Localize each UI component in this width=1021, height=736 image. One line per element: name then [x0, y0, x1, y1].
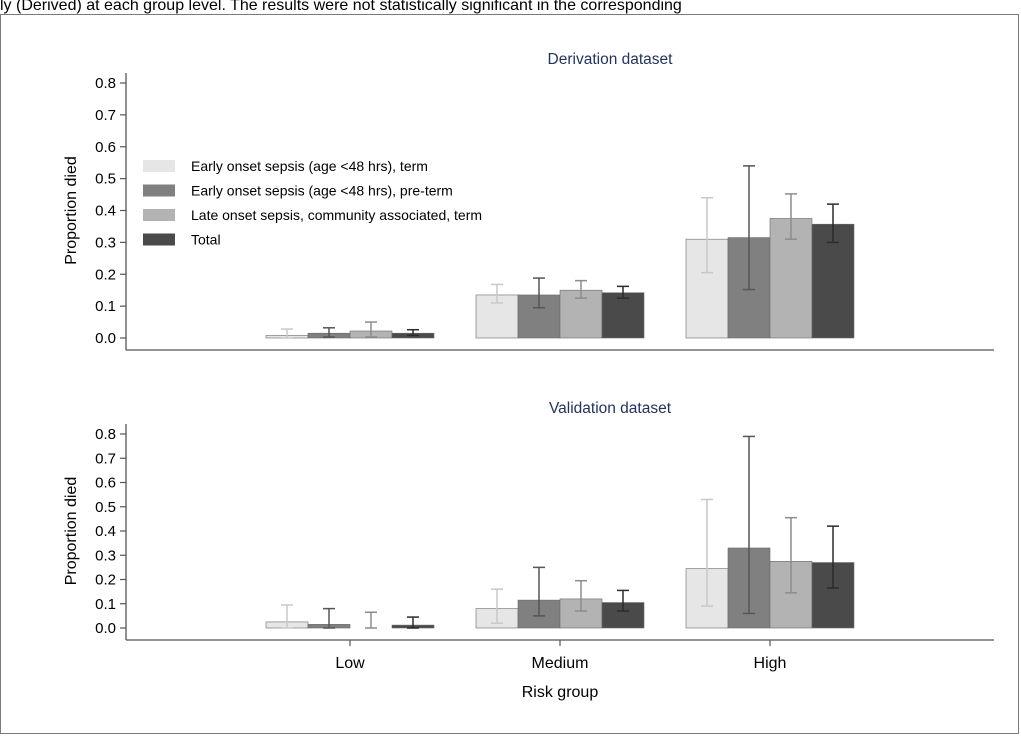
legend-swatch — [143, 160, 175, 172]
panel2-y-tick-label: 0.7 — [95, 450, 116, 467]
panel2-y-tick-label: 0.1 — [95, 596, 116, 613]
legend-label: Total — [191, 232, 221, 248]
panel1-y-tick-label: 0.1 — [95, 298, 116, 315]
panel1-y-tick-label: 0.7 — [95, 107, 116, 124]
panel2-x-tick-label: High — [754, 655, 787, 672]
panel2-y-tick-label: 0.6 — [95, 475, 116, 492]
panel2-y-tick-label: 0.8 — [95, 426, 116, 443]
panel2-x-axis-label: Risk group — [522, 684, 599, 701]
caption-fragment: ly (Derived) at each group level. The re… — [0, 0, 682, 14]
panel1-y-tick-label: 0.4 — [95, 203, 116, 220]
legend-swatch — [143, 233, 175, 246]
panel1-y-tick-label: 0.2 — [95, 266, 116, 283]
panel1-y-tick-label: 0.6 — [95, 139, 116, 156]
panel2-y-tick-label: 0.4 — [95, 523, 116, 540]
panel1-y-tick-label: 0.3 — [95, 234, 116, 251]
legend-label: Early onset sepsis (age <48 hrs), pre-te… — [191, 183, 453, 199]
legend-swatch — [143, 184, 175, 197]
panel1-bar — [475, 294, 519, 339]
panel1-y-axis-label: Proportion died — [63, 156, 80, 265]
panel2-y-axis-label: Proportion died — [63, 477, 80, 586]
legend-label: Early onset sepsis (age <48 hrs), term — [191, 158, 428, 174]
panel2-y-tick-label: 0.2 — [95, 572, 116, 589]
panel2-bar — [811, 562, 855, 629]
panel2-x-tick-label: Low — [335, 655, 365, 672]
panel2-y-tick-label: 0.0 — [95, 620, 116, 637]
panel1-y-tick-label: 0.8 — [95, 75, 116, 92]
panel2-y-tick-label: 0.5 — [95, 499, 116, 516]
panel1-y-tick-label: 0.0 — [95, 330, 116, 347]
panel1-bar — [601, 292, 645, 339]
panel2-y-tick-label: 0.3 — [95, 547, 116, 564]
panel1-title: Derivation dataset — [548, 51, 674, 68]
legend-label: Late onset sepsis, community associated,… — [191, 207, 482, 223]
legend-swatch — [143, 209, 175, 221]
panel2-x-tick-label: Medium — [532, 655, 589, 672]
panel1-y-tick-label: 0.5 — [95, 171, 116, 188]
figure-frame — [0, 14, 1019, 734]
panel2-title: Validation dataset — [549, 400, 672, 417]
